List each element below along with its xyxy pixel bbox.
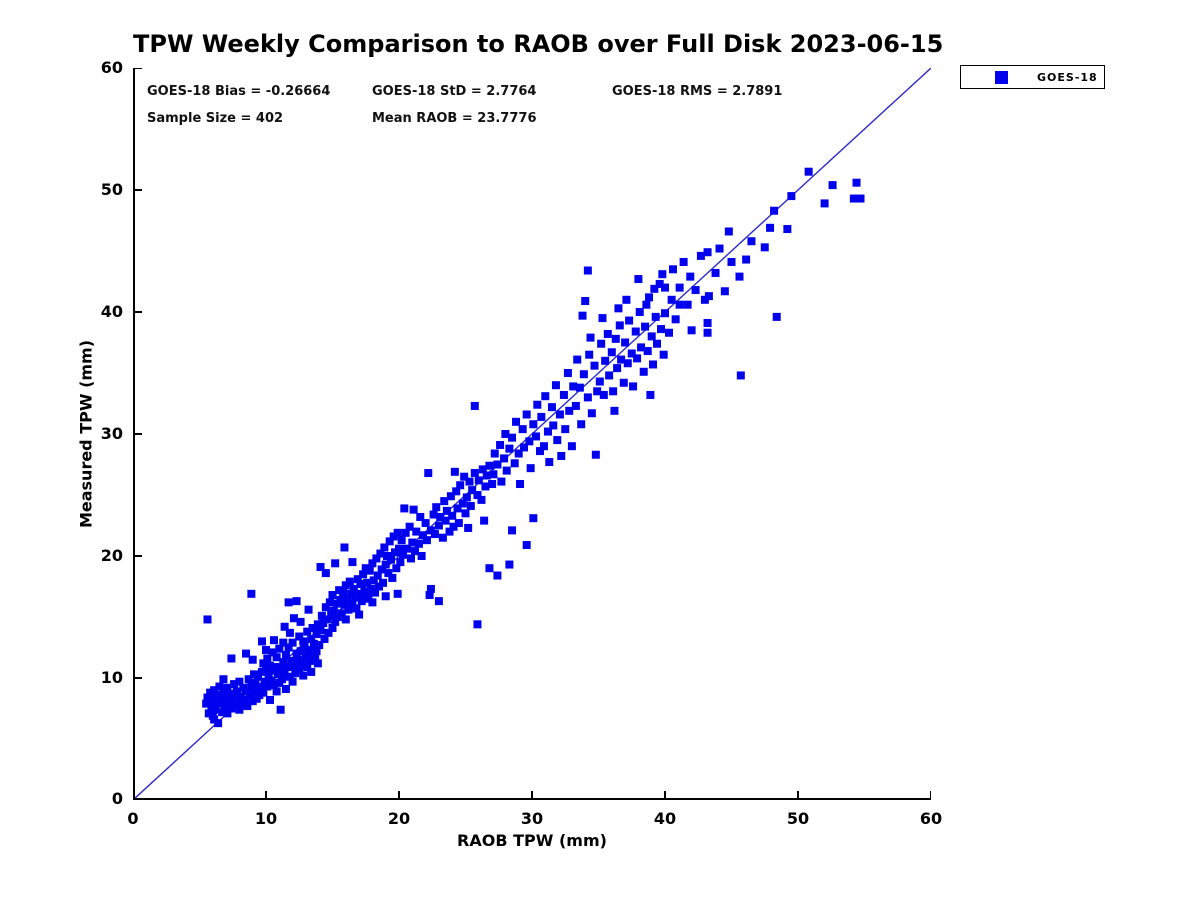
plot-area: [133, 68, 931, 800]
x-tick-label: 0: [127, 809, 139, 828]
y-tick-label: 20: [100, 546, 123, 565]
stat-mean-raob: Mean RAOB = 23.7776: [372, 111, 537, 126]
x-tick-label: 20: [387, 809, 411, 828]
legend-marker-icon: [995, 70, 1008, 84]
stat-rms: GOES-18 RMS = 2.7891: [612, 84, 783, 99]
legend-label: GOES-18: [1037, 70, 1098, 84]
x-tick-label: 40: [653, 809, 677, 828]
x-axis-label: RAOB TPW (mm): [457, 831, 607, 850]
chart-title: TPW Weekly Comparison to RAOB over Full …: [133, 30, 944, 58]
x-tick-label: 30: [520, 809, 544, 828]
y-tick-label: 50: [100, 180, 123, 199]
stat-sample-size: Sample Size = 402: [147, 111, 284, 126]
stat-std: GOES-18 StD = 2.7764: [372, 84, 537, 99]
x-tick-label: 50: [786, 809, 810, 828]
y-tick-label: 40: [100, 302, 123, 321]
y-tick-label: 10: [100, 668, 123, 687]
y-tick-label: 30: [100, 424, 123, 443]
x-tick-label: 10: [254, 809, 278, 828]
stat-bias: GOES-18 Bias = -0.26664: [147, 84, 331, 99]
y-tick-label: 0: [111, 789, 123, 808]
y-tick-label: 60: [100, 58, 123, 77]
legend: GOES-18: [960, 65, 1105, 89]
x-tick-label: 60: [919, 809, 943, 828]
scatter-plot: [133, 68, 931, 800]
